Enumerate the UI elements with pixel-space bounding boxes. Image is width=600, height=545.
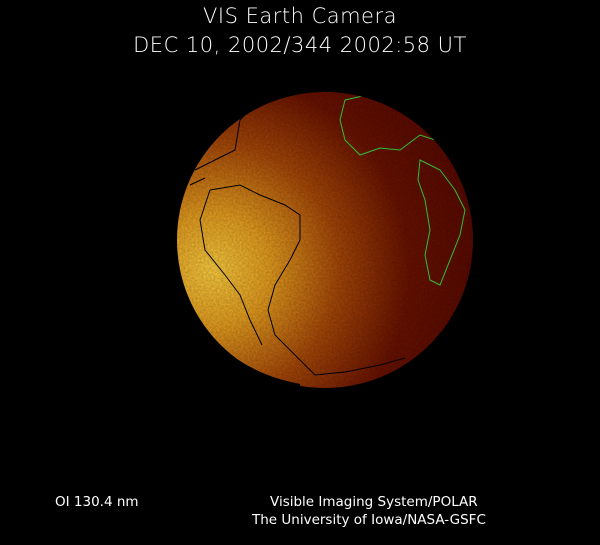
instrument-label: Visible Imaging System/POLAR bbox=[270, 494, 478, 510]
image-timestamp: DEC 10, 2002/344 2002:58 UT bbox=[133, 33, 467, 57]
earth-disk-texture bbox=[177, 92, 473, 388]
wavelength-label: OI 130.4 nm bbox=[55, 494, 139, 510]
image-title: VIS Earth Camera bbox=[203, 4, 397, 28]
coastline-south-america bbox=[199, 184, 406, 376]
limb-shadow bbox=[184, 299, 301, 386]
institution-label: The University of Iowa/NASA-GSFC bbox=[252, 512, 486, 528]
